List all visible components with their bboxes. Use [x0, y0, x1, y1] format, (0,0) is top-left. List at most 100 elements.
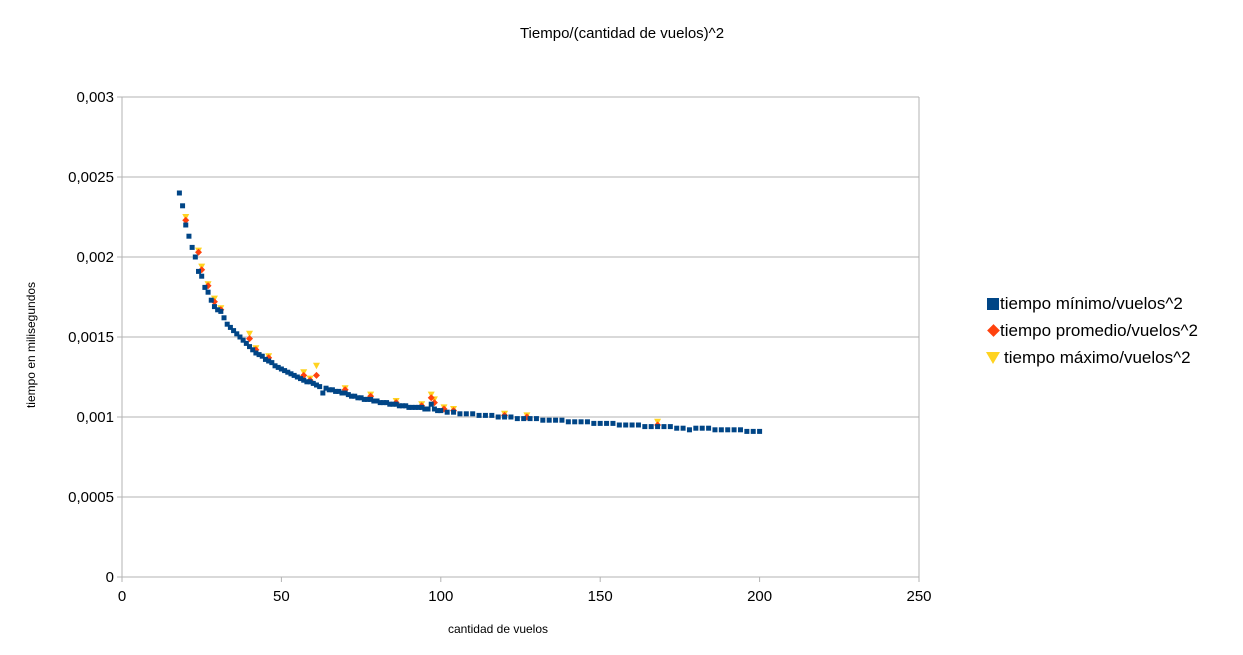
data-point-min — [333, 388, 339, 394]
y-tick-label: 0 — [106, 569, 114, 586]
y-axis-title: tiempo en milisegundos — [24, 282, 38, 408]
data-point-min — [186, 233, 192, 239]
data-point-min — [661, 424, 667, 430]
data-point-min — [425, 406, 431, 412]
diamond-marker-icon — [987, 324, 1000, 337]
data-point-min — [718, 427, 724, 433]
data-point-min — [371, 398, 377, 404]
data-point-min — [294, 374, 300, 380]
data-point-min — [393, 401, 399, 407]
data-point-min — [266, 358, 272, 364]
legend-label-avg: tiempo promedio/vuelos^2 — [1000, 320, 1198, 340]
data-point-min — [737, 427, 743, 433]
data-point-min — [253, 350, 259, 356]
data-point-min — [339, 390, 345, 396]
data-point-min — [342, 390, 348, 396]
data-point-min — [380, 400, 386, 406]
data-point-min — [431, 406, 437, 412]
data-point-min — [616, 422, 622, 428]
data-point-min — [323, 385, 329, 391]
data-point-min — [259, 353, 265, 359]
data-point-avg — [246, 335, 254, 343]
data-point-min — [655, 424, 661, 430]
data-point-min — [183, 222, 189, 228]
data-point-min — [415, 404, 421, 410]
data-point-min — [326, 387, 332, 393]
axes — [117, 96, 920, 582]
data-point-min — [298, 376, 304, 382]
data-point-min — [247, 344, 253, 350]
data-point-min — [572, 419, 578, 425]
data-point-min — [476, 412, 482, 418]
y-tick-label: 0,0025 — [68, 169, 114, 186]
data-point-min — [451, 409, 457, 415]
data-point-min — [463, 411, 469, 417]
y-tick-label: 0,001 — [76, 409, 114, 426]
data-point-min — [180, 203, 186, 209]
data-point-min — [218, 308, 224, 314]
data-point-min — [215, 307, 221, 313]
data-point-min — [482, 412, 488, 418]
data-point-avg — [427, 394, 435, 402]
data-point-min — [199, 273, 205, 279]
data-point-min — [642, 424, 648, 430]
data-point-min — [377, 400, 383, 406]
data-point-min — [674, 425, 680, 431]
data-point-min — [262, 356, 268, 362]
data-point-min — [234, 331, 240, 337]
data-point-min — [514, 416, 520, 422]
legend-item-max: tiempo máximo/vuelos^2 — [986, 344, 1198, 371]
data-point-min — [457, 411, 463, 417]
data-point-min — [757, 428, 763, 434]
data-point-min — [272, 363, 278, 369]
data-point-min — [285, 369, 291, 375]
data-point-min — [211, 304, 217, 310]
data-point-min — [361, 396, 367, 402]
data-point-min — [250, 347, 256, 353]
data-point-min — [390, 401, 396, 407]
data-point-min — [400, 403, 406, 409]
data-point-min — [428, 401, 434, 407]
data-point-min — [368, 396, 374, 402]
data-point-min — [648, 424, 654, 430]
data-point-min — [750, 428, 756, 434]
data-point-min — [712, 427, 718, 433]
data-point-min — [291, 372, 297, 378]
data-point-min — [680, 425, 686, 431]
x-tick-label: 0 — [118, 588, 126, 605]
data-point-min — [584, 419, 590, 425]
data-point-min — [317, 384, 323, 390]
tick-labels: 0 0,0005 0,001 0,0015 0,002 0,0025 0,003 0 50 100… — [68, 89, 931, 605]
data-point-min — [725, 427, 731, 433]
y-tick-label: 0,0015 — [68, 329, 114, 346]
data-point-min — [256, 352, 262, 358]
series-triangle — [182, 214, 662, 426]
data-point-min — [275, 364, 281, 370]
series-diamond — [182, 216, 662, 429]
x-tick-label: 200 — [747, 588, 772, 605]
data-point-min — [202, 284, 208, 290]
data-point-min — [336, 388, 342, 394]
x-tick-label: 50 — [273, 588, 290, 605]
data-point-min — [540, 417, 546, 423]
data-point-min — [313, 382, 319, 388]
legend: tiempo mínimo/vuelos^2 tiempo promedio/v… — [986, 290, 1198, 371]
data-point-min — [521, 416, 527, 422]
data-point-min — [384, 400, 390, 406]
data-point-avg — [195, 248, 203, 256]
data-point-min — [208, 297, 214, 303]
triangle-marker-icon — [986, 351, 1000, 364]
data-point-min — [387, 401, 393, 407]
data-point-min — [623, 422, 629, 428]
data-point-min — [320, 390, 326, 396]
chart-title: Tiempo/(cantidad de vuelos)^2 — [520, 25, 724, 42]
data-point-min — [192, 254, 198, 260]
data-point-min — [406, 404, 412, 410]
data-point-min — [196, 268, 202, 274]
data-point-min — [364, 396, 370, 402]
data-point-avg — [312, 371, 320, 379]
legend-label-max: tiempo máximo/vuelos^2 — [1004, 347, 1191, 367]
data-point-min — [355, 395, 361, 401]
data-point-min — [349, 393, 355, 399]
